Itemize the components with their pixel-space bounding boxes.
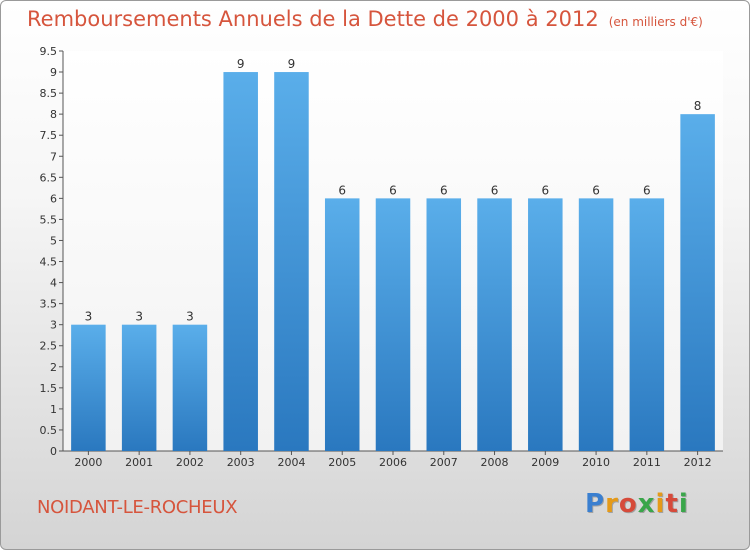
x-tick-label: 2005 — [328, 456, 356, 469]
x-tick-label: 2002 — [176, 456, 204, 469]
bar-value-label: 6 — [541, 183, 549, 197]
y-tick-label: 7 — [50, 150, 57, 163]
x-tick-label: 2011 — [633, 456, 661, 469]
y-tick-label: 3.5 — [40, 298, 58, 311]
x-tick-label: 2001 — [125, 456, 153, 469]
y-tick-label: 8.5 — [40, 87, 58, 100]
bar-value-label: 9 — [237, 57, 245, 71]
proxiti-logo-letter: o — [618, 489, 638, 519]
y-tick-label: 4 — [50, 277, 57, 290]
bar-value-label: 6 — [338, 183, 346, 197]
proxiti-logo-letter: i — [655, 489, 666, 519]
bar — [578, 198, 614, 451]
bar — [477, 198, 512, 451]
proxiti-logo-letter: x — [637, 489, 656, 519]
chart-subtitle: (en milliers d'€) — [608, 15, 703, 29]
bar — [172, 324, 208, 451]
y-tick-label: 9.5 — [40, 45, 58, 58]
bar-value-label: 6 — [389, 183, 397, 197]
proxiti-logo-letter: i — [678, 489, 689, 519]
y-tick-label: 3 — [50, 319, 57, 332]
plot-area: 0 0.5 1 1.5 2 2.5 3 3.5 4 4.5 5 5.5 6 6.5 7 7.5 8 8.5 9 9.5… — [40, 45, 723, 469]
title-row: Remboursements Annuels de la Dette de 20… — [27, 7, 703, 31]
proxiti-logo-letter: t — [665, 489, 679, 519]
bar — [375, 198, 411, 451]
x-tick-label: 2003 — [227, 456, 255, 469]
bar-value-label: 6 — [592, 183, 600, 197]
bar-value-label: 3 — [186, 310, 194, 324]
x-tick-label: 2004 — [277, 456, 305, 469]
x-tick-label: 2007 — [430, 456, 458, 469]
bar-value-label: 6 — [440, 183, 448, 197]
bar-value-label: 3 — [135, 310, 143, 324]
y-tick-label: 5.5 — [40, 213, 58, 226]
y-tick-label: 0.5 — [40, 424, 58, 437]
bar — [71, 324, 106, 451]
x-tick-label: 2012 — [684, 456, 712, 469]
y-tick-label: 1 — [50, 403, 57, 416]
commune-name: NOIDANT-LE-ROCHEUX — [37, 497, 238, 518]
y-tick-label: 7.5 — [40, 129, 58, 142]
y-tick-label: 2.5 — [40, 340, 58, 353]
bar-value-label: 3 — [85, 310, 93, 324]
bar — [121, 324, 157, 451]
chart-title: Remboursements Annuels de la Dette de 20… — [27, 7, 599, 31]
bar — [680, 114, 715, 451]
bar — [426, 198, 462, 451]
y-tick-label: 6.5 — [40, 171, 58, 184]
y-tick-label: 1.5 — [40, 382, 58, 395]
bar — [528, 198, 563, 451]
y-tick-label: 2 — [50, 361, 57, 374]
y-tick-label: 8 — [50, 108, 57, 121]
bar — [274, 72, 309, 451]
bar — [629, 198, 665, 451]
proxiti-logo: Proxiti — [585, 489, 689, 519]
x-tick-label: 2009 — [531, 456, 559, 469]
y-tick-label: 4.5 — [40, 256, 58, 269]
y-tick-label: 5 — [50, 234, 57, 247]
bar-value-label: 8 — [694, 99, 702, 113]
y-tick-label: 0 — [50, 445, 57, 458]
y-tick-label: 6 — [50, 192, 57, 205]
proxiti-logo-letter: r — [605, 489, 619, 519]
bar — [223, 72, 258, 451]
bar-value-label: 6 — [643, 183, 651, 197]
x-tick-label: 2010 — [582, 456, 610, 469]
y-tick-label: 9 — [50, 66, 57, 79]
proxiti-logo-letter: P — [585, 489, 606, 519]
bar-value-label: 9 — [288, 57, 296, 71]
x-tick-label: 2006 — [379, 456, 407, 469]
bar — [324, 198, 360, 451]
x-tick-label: 2000 — [74, 456, 102, 469]
bar-value-label: 6 — [491, 183, 499, 197]
x-tick-label: 2008 — [481, 456, 509, 469]
